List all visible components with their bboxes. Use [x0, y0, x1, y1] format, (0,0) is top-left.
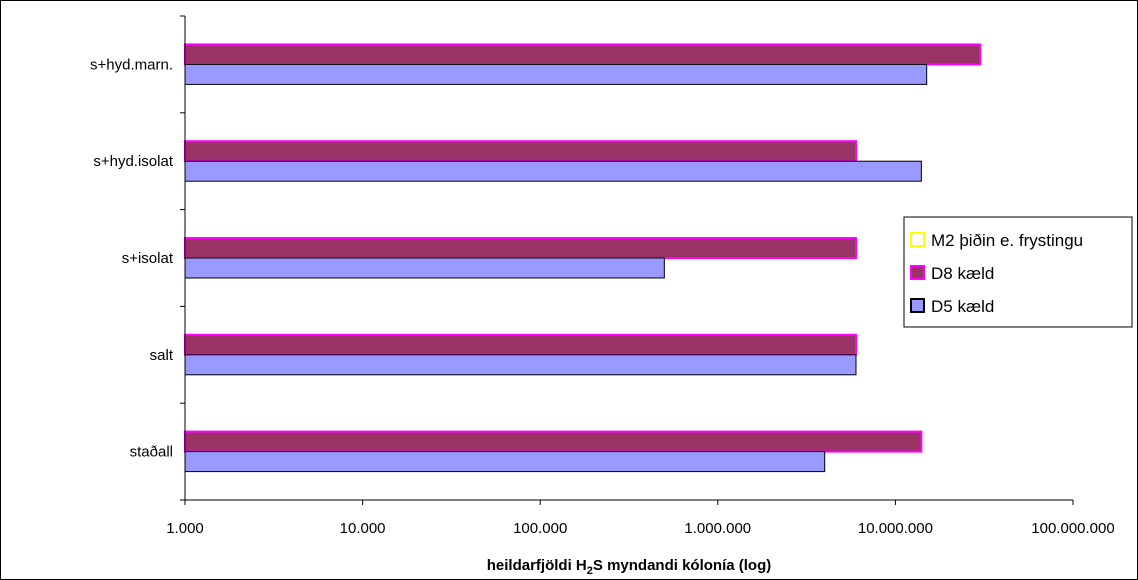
x-tick-label: 10.000.000: [858, 520, 933, 537]
bar: [184, 257, 665, 279]
legend-swatch: [910, 232, 925, 247]
category-label: staðall: [130, 444, 173, 461]
category-label: s+isolat: [122, 250, 174, 267]
legend-items: M2 þiðin e. frystingu D8 kæld D5 kæld: [910, 231, 1083, 316]
legend-label: D8 kæld: [931, 264, 994, 283]
category-label: salt: [150, 347, 174, 364]
x-tick-label: 1.000.000: [684, 520, 751, 537]
bar: [184, 237, 857, 259]
legend-label: D5 kæld: [931, 297, 994, 316]
x-axis-ticks: 1.000 10.000 100.000 1.000.000 10.000.000 100…: [166, 500, 1115, 537]
x-tick-label: 10.000: [340, 520, 386, 537]
x-axis-title-suffix: S myndandi kólonía (log): [593, 557, 771, 574]
x-axis-title: heildarfjöldi H2S myndandi kólonía (log): [487, 557, 771, 577]
bar: [184, 140, 857, 163]
bar: [184, 43, 982, 66]
bar: [184, 430, 923, 453]
y-axis-ticks: [180, 15, 185, 501]
legend-box: [903, 216, 1133, 328]
legend-swatch: [910, 298, 925, 313]
legend: M2 þiðin e. frystingu D8 kæld D5 kæld: [903, 216, 1133, 328]
legend-swatch: [910, 265, 925, 280]
bar: [184, 333, 857, 356]
bar: [184, 63, 928, 85]
x-axis-title-prefix: heildarfjöldi H: [487, 557, 587, 574]
bar: [184, 160, 922, 182]
bar: [184, 354, 857, 376]
bar: [184, 451, 826, 473]
x-axis-title-subscript: 2: [587, 565, 593, 577]
category-labels: staðall salt s+isolat s+hyd.isolat s+hyd.mar…: [90, 56, 174, 460]
x-tick-label: 1.000: [166, 520, 204, 537]
category-label: s+hyd.marn.: [90, 56, 173, 73]
legend-label: M2 þiðin e. frystingu: [931, 231, 1083, 250]
x-tick-label: 100.000.000: [1031, 520, 1114, 537]
x-tick-label: 100.000: [513, 520, 567, 537]
bars-layer: [184, 43, 982, 473]
category-label: s+hyd.isolat: [93, 153, 173, 170]
